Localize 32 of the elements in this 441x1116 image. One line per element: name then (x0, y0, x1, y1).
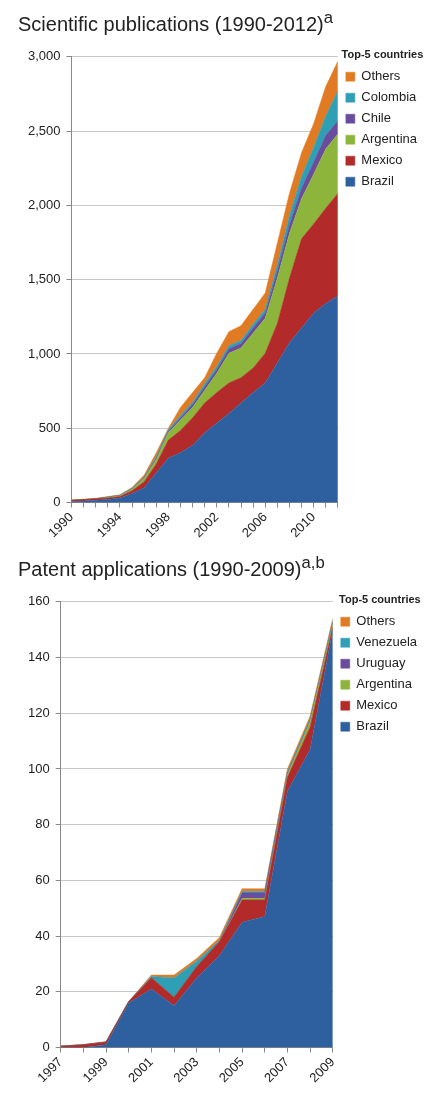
y-tick-label: 500 (38, 419, 61, 435)
y-tick-label: 160 (27, 593, 50, 609)
legend-label: Argentina (356, 676, 413, 692)
legend-title: Top-5 countries (341, 47, 424, 60)
y-tick-label: 3,000 (27, 48, 61, 64)
y-tick-label: 0 (53, 494, 61, 510)
chart-title: Scientific publications (1990-2012)$^{a}$ (17, 8, 334, 37)
y-tick-label: 120 (27, 704, 50, 720)
legend-label: Uruguay (356, 655, 406, 671)
legend-label: Mexico (356, 697, 398, 713)
chart-title: Patent applications (1990-2009)$^{a,b}$ (17, 553, 326, 582)
y-tick-label: 20 (35, 983, 50, 999)
legend-title: Top-5 countries (339, 592, 421, 605)
y-tick-label: 1,000 (27, 345, 61, 361)
legend-label: Others (356, 613, 396, 629)
legend-label: Colombia (361, 89, 418, 105)
legend-label: Mexico (361, 152, 403, 168)
legend-label: Venezuela (356, 634, 418, 650)
y-tick-label: 100 (27, 760, 50, 776)
y-tick-label: 0 (42, 1039, 50, 1055)
y-tick-label: 2,500 (27, 122, 61, 138)
y-tick-label: 80 (35, 816, 50, 832)
y-tick-label: 60 (35, 871, 50, 887)
legend-label: Brazil (361, 173, 394, 189)
legend-label: Brazil (356, 718, 389, 734)
legend-label: Others (361, 68, 401, 84)
y-tick-label: 140 (27, 649, 50, 665)
y-tick-label: 1,500 (27, 271, 61, 287)
legend-label: Argentina (361, 131, 418, 147)
y-tick-label: 40 (35, 927, 50, 943)
legend-label: Chile (361, 110, 391, 126)
y-tick-label: 2,000 (27, 196, 61, 212)
